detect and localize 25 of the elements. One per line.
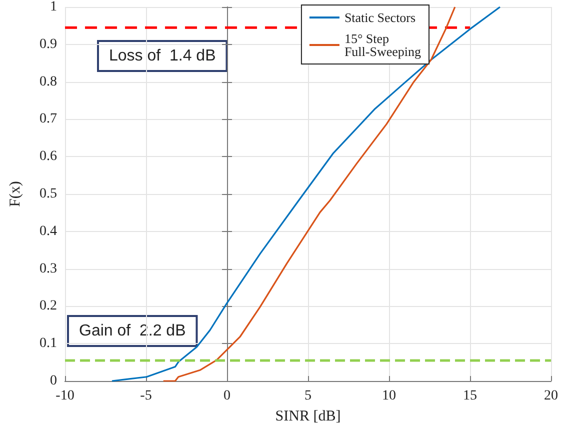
x-axis-title: SINR [dB]: [275, 408, 341, 424]
x-tick-label: -10: [56, 388, 74, 404]
x-tick-label: 15: [463, 388, 477, 404]
x-tick-label: 0: [224, 388, 230, 404]
y-tick-label: 0.4: [40, 224, 57, 239]
x-tick-label: 20: [544, 388, 558, 404]
y-tick-label: 0.3: [40, 261, 57, 276]
y-tick-label: 1: [50, 0, 57, 14]
y-tick-label: 0.7: [40, 112, 57, 127]
x-tick-label: -5: [140, 388, 152, 404]
y-axis-title: F(x): [8, 181, 24, 207]
y-tick-label: 0.5: [40, 186, 57, 202]
legend-label: Static Sectors: [344, 10, 416, 25]
line-series: [111, 6, 501, 382]
y-tick-label: 0.6: [40, 149, 57, 164]
legend-label: 15° Step Full-Sweeping: [344, 31, 422, 59]
line-series: [162, 6, 456, 382]
y-tick-label: 0.1: [40, 336, 57, 352]
x-tick-label: 10: [382, 388, 396, 404]
annotation: Loss of 1.4 dB: [109, 48, 216, 64]
x-tick-label: 5: [304, 388, 312, 404]
y-tick-label: 0: [50, 374, 57, 388]
y-tick-label: 0.9: [40, 36, 57, 52]
y-tick-label: 0.2: [40, 298, 57, 314]
y-tick-label: 0.8: [40, 74, 57, 90]
